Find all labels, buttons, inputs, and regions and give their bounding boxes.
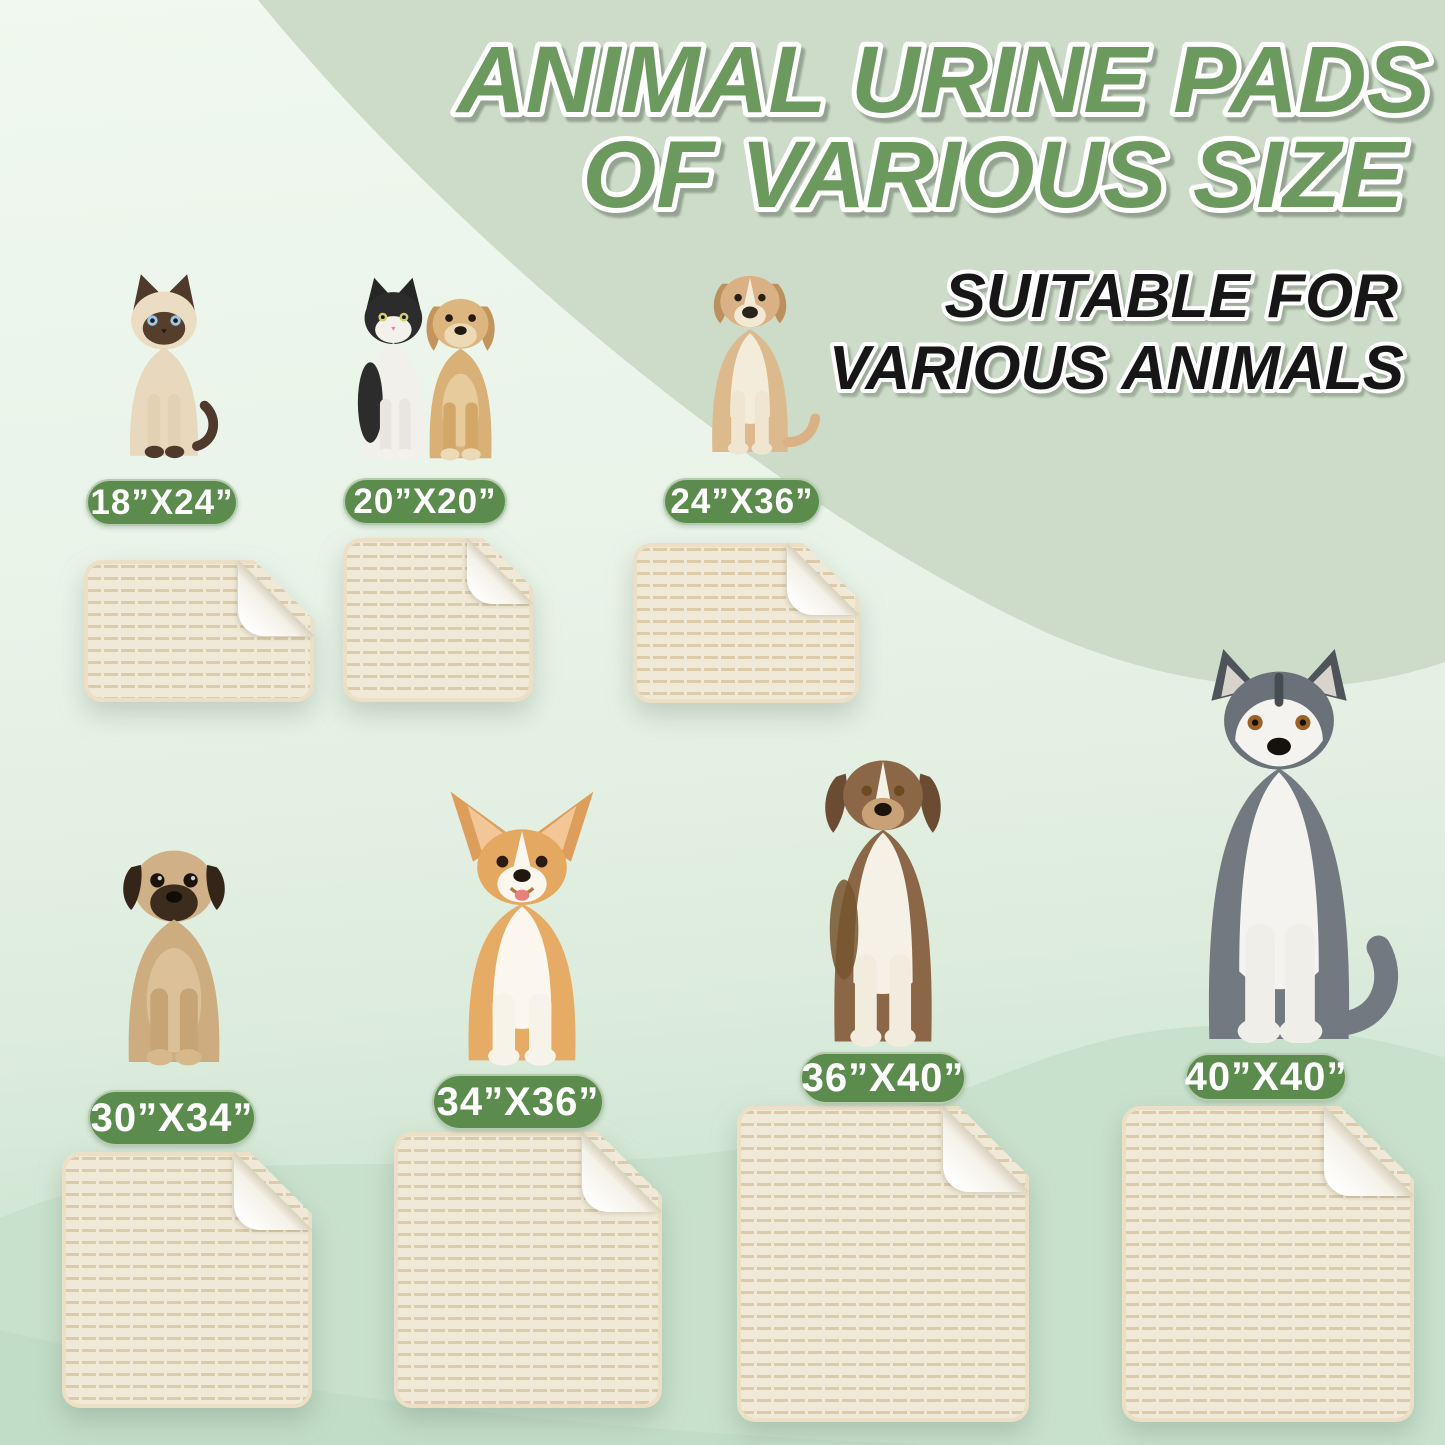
- pad-folded-corner: [582, 1132, 662, 1212]
- size-label: 40”X40”: [1184, 1054, 1348, 1099]
- size-label: 24”X36”: [670, 481, 814, 521]
- size-label: 30”X34”: [90, 1095, 254, 1140]
- australian-shepherd-photo: [825, 760, 941, 1047]
- pad-36x40: [737, 1106, 1029, 1422]
- pad-20x20: [343, 538, 533, 702]
- pad-24x36: [633, 543, 859, 703]
- pad-folded-corner: [467, 538, 533, 604]
- cat-and-puppy-photo: [357, 277, 495, 461]
- size-badge-30x34: 30”X34”: [88, 1090, 256, 1146]
- pad-surface: [62, 1152, 312, 1408]
- pad-30x34: [62, 1152, 312, 1408]
- dog-photo: [712, 275, 820, 455]
- size-badge-34x36: 34”X36”: [432, 1074, 604, 1130]
- size-label: 20”X20”: [353, 481, 497, 521]
- pug-photo: [123, 850, 225, 1066]
- size-badge-20x20: 20”X20”: [343, 478, 507, 525]
- size-label: 34”X36”: [436, 1079, 600, 1124]
- pad-folded-corner: [238, 560, 314, 636]
- pad-folded-corner: [234, 1152, 312, 1230]
- pad-folded-corner: [943, 1106, 1029, 1192]
- husky-photo: [1208, 648, 1398, 1043]
- size-label: 36”X40”: [801, 1055, 965, 1100]
- size-badge-24x36: 24”X36”: [663, 478, 821, 525]
- pad-surface: [633, 543, 859, 703]
- size-badge-18x24: 18”X24”: [86, 479, 238, 526]
- size-badge-40x40: 40”X40”: [1185, 1053, 1347, 1101]
- pad-40x40: [1122, 1106, 1414, 1422]
- size-label: 18”X24”: [90, 482, 234, 522]
- pad-folded-corner: [1324, 1106, 1414, 1196]
- siamese-cat-photo: [129, 274, 218, 459]
- size-badge-36x40: 36”X40”: [800, 1052, 966, 1104]
- pad-34x36: [394, 1132, 662, 1408]
- pad-folded-corner: [787, 543, 859, 615]
- pad-18x24: [84, 560, 314, 702]
- corgi-photo: [450, 791, 594, 1066]
